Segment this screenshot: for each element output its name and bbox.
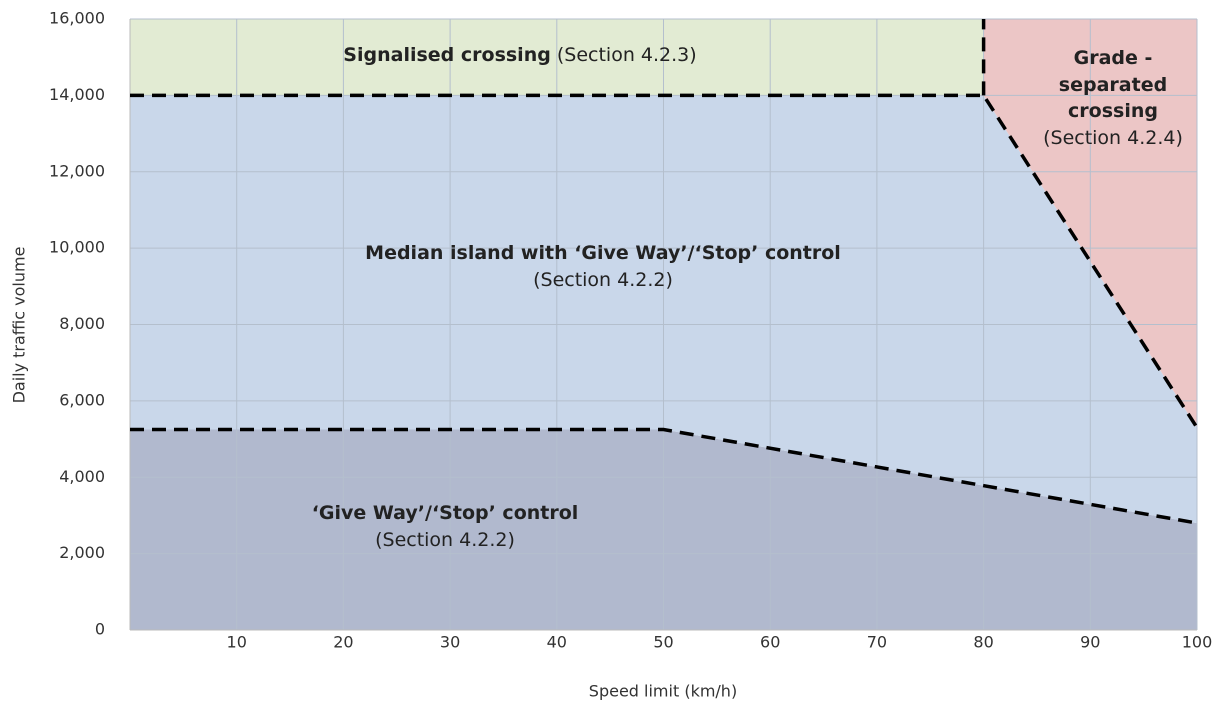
x-tick-label: 100 bbox=[1182, 633, 1213, 652]
region-note: (Section 4.2.4) bbox=[1043, 126, 1183, 149]
x-tick-label: 80 bbox=[973, 633, 993, 652]
x-tick-label: 40 bbox=[547, 633, 567, 652]
x-axis-title: Speed limit (km/h) bbox=[589, 682, 737, 701]
region-label-text: Grade - separated crossing (Section 4.2.4… bbox=[1040, 45, 1186, 151]
region-label: Signalised crossing (Section 4.2.3) bbox=[300, 42, 740, 69]
x-tick-label: 60 bbox=[760, 633, 780, 652]
y-tick-label: 12,000 bbox=[49, 161, 105, 180]
x-tick-label: 10 bbox=[227, 633, 247, 652]
region-name: ‘Give Way’/‘Stop’ control bbox=[311, 502, 579, 524]
region-label-text: Signalised crossing (Section 4.2.3) bbox=[300, 42, 740, 69]
x-tick-label: 70 bbox=[867, 633, 887, 652]
region-name: Grade - separated crossing bbox=[1058, 47, 1168, 123]
region-label-text: ‘Give Way’/‘Stop’ control (Section 4.2.2) bbox=[295, 500, 595, 553]
region-name: Median island with ‘Give Way’/‘Stop’ con… bbox=[365, 242, 841, 264]
boundary-line bbox=[130, 427, 1198, 525]
region-label: ‘Give Way’/‘Stop’ control (Section 4.2.2) bbox=[295, 500, 595, 553]
region-label: Median island with ‘Give Way’/‘Stop’ con… bbox=[300, 240, 906, 293]
y-tick-label: 8,000 bbox=[59, 314, 105, 333]
y-tick-label: 4,000 bbox=[59, 467, 105, 486]
y-tick-label: 10,000 bbox=[49, 238, 105, 257]
y-tick-label: 0 bbox=[95, 620, 105, 639]
region-note: (Section 4.2.2) bbox=[375, 528, 515, 551]
x-tick-label: 30 bbox=[440, 633, 460, 652]
y-tick-label: 2,000 bbox=[59, 543, 105, 562]
region-note: (Section 4.2.2) bbox=[533, 268, 673, 291]
region-label: Grade - separated crossing (Section 4.2.4… bbox=[1040, 45, 1186, 151]
y-tick-label: 14,000 bbox=[49, 85, 105, 104]
y-axis-title: Daily traffic volume bbox=[10, 247, 29, 404]
region-name: Signalised crossing bbox=[343, 44, 551, 66]
x-tick-label: 90 bbox=[1080, 633, 1100, 652]
region-label-text: Median island with ‘Give Way’/‘Stop’ con… bbox=[300, 240, 906, 293]
x-tick-label: 20 bbox=[333, 633, 353, 652]
region-note: (Section 4.2.3) bbox=[556, 44, 697, 66]
y-tick-label: 6,000 bbox=[59, 390, 105, 409]
y-tick-label: 16,000 bbox=[49, 9, 105, 28]
x-tick-label: 50 bbox=[653, 633, 673, 652]
